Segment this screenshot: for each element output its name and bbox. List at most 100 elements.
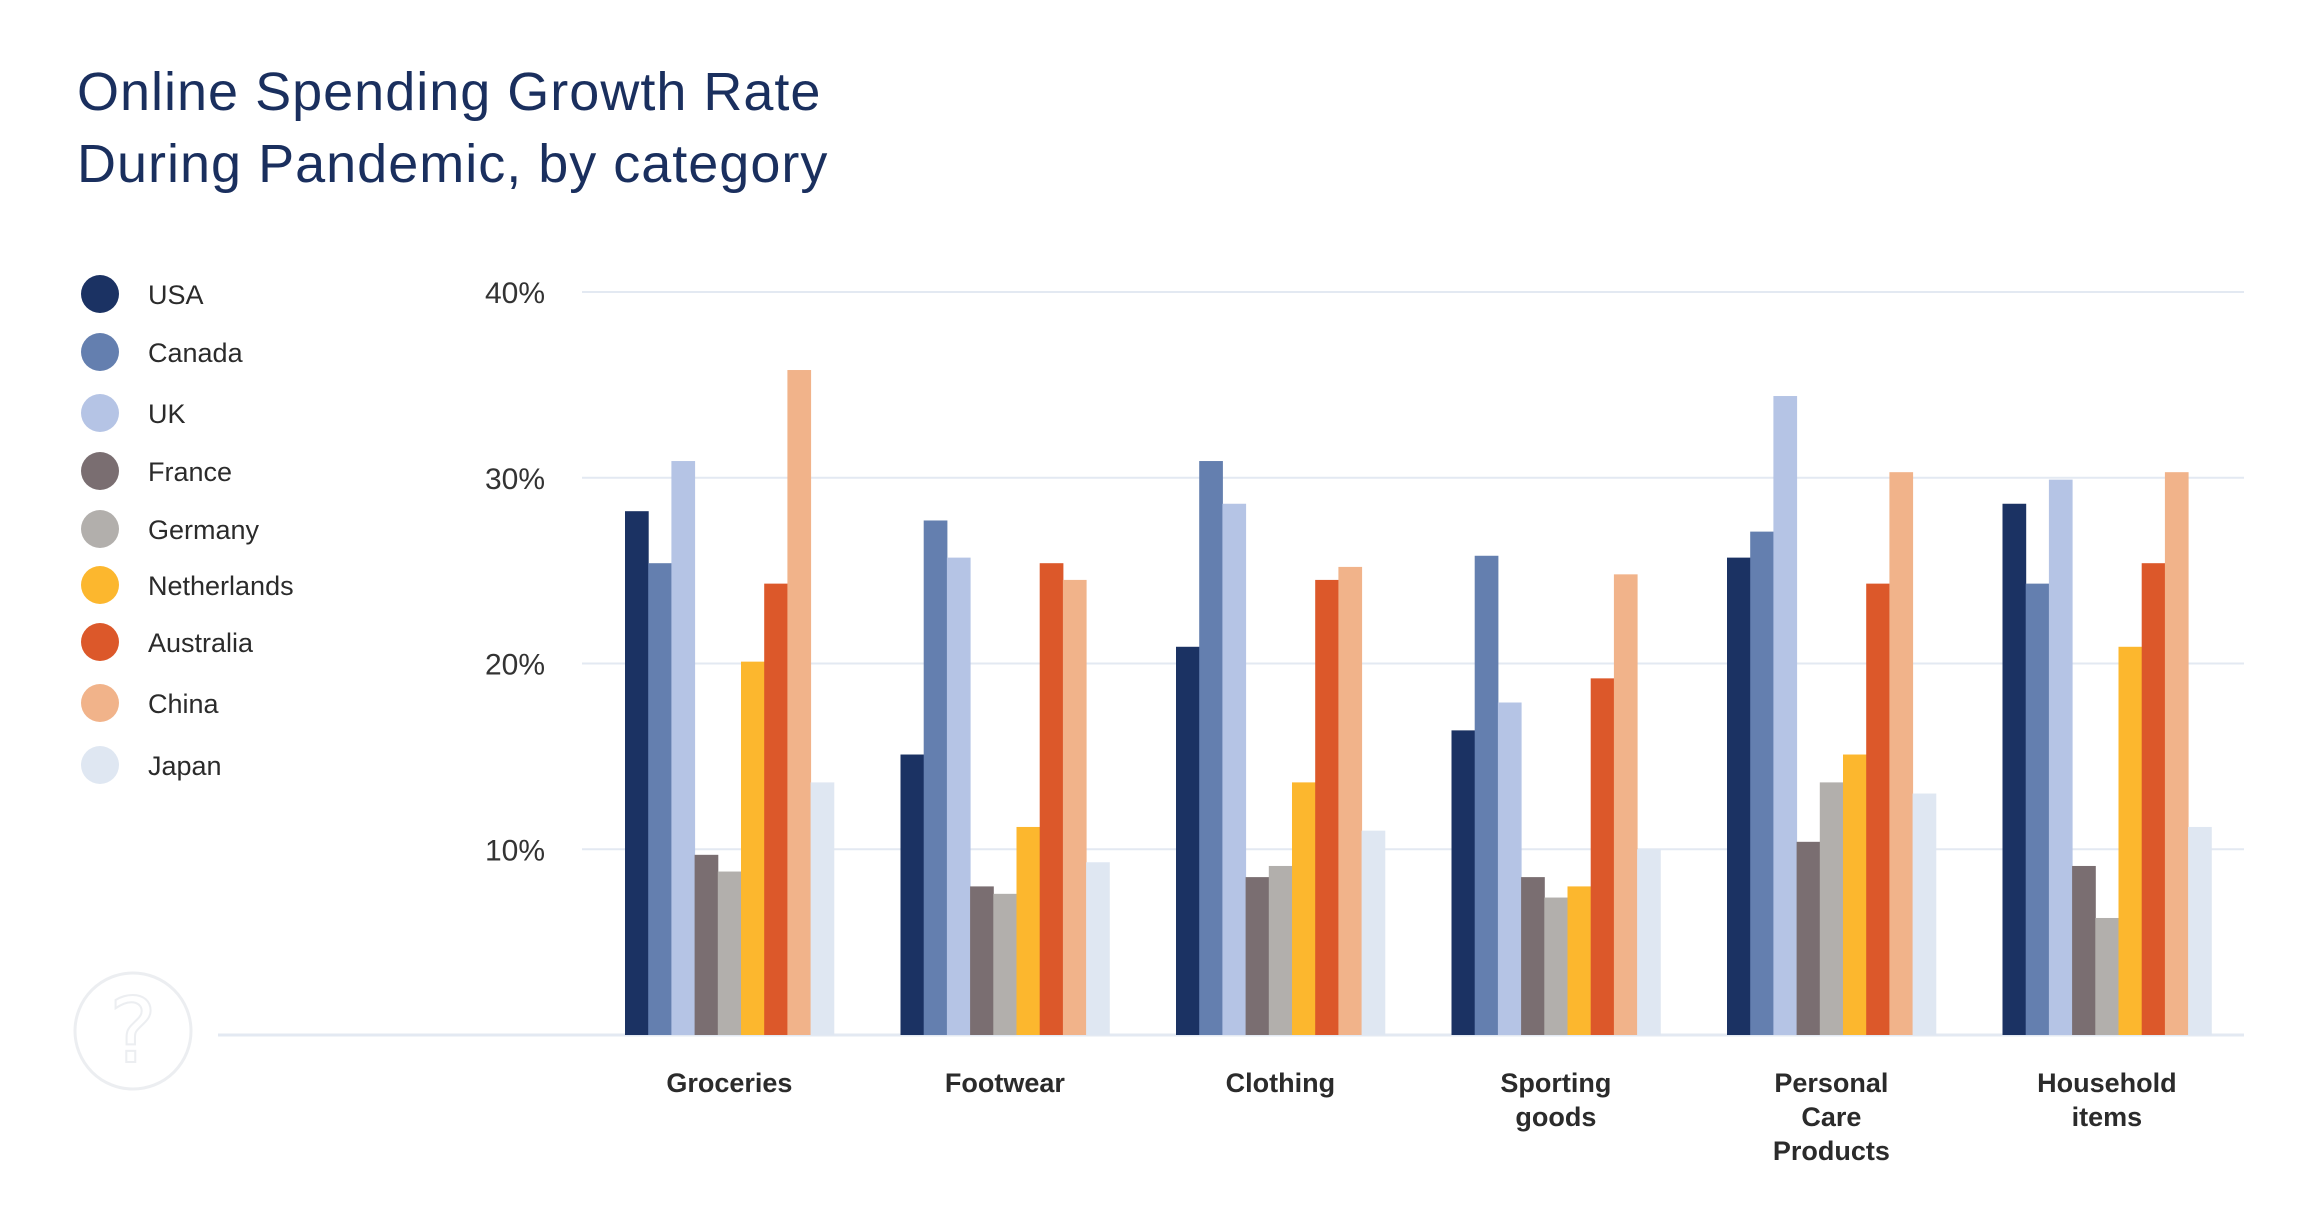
legend-label: Netherlands (148, 571, 294, 601)
bar (2164, 472, 2189, 1035)
legend-label: UK (148, 399, 186, 429)
legend-item: Canada (81, 333, 244, 371)
bar (1843, 754, 1867, 1035)
bar (1338, 566, 1363, 1035)
bar (1773, 396, 1798, 1035)
bar (741, 661, 765, 1035)
bar (1039, 563, 1064, 1035)
bar (1819, 782, 1844, 1035)
bar (1637, 849, 1661, 1035)
question-mark-circle-icon[interactable]: ? (73, 971, 193, 1091)
bar (1750, 531, 1774, 1035)
category-label: Sporting goods (1500, 1068, 1611, 1132)
legend-item: China (81, 684, 220, 722)
bar-group (1176, 461, 1386, 1036)
bar (2025, 583, 2050, 1035)
bar (2002, 503, 2027, 1035)
chart-title: Online Spending Growth Rate During Pande… (77, 62, 837, 194)
legend-item: Japan (81, 746, 222, 784)
legend: USA Canada UK France Germany Netherlands Austr… (81, 275, 294, 784)
category-labels: Groceries Footwear Clothing Sporting goods Pe… (666, 1068, 2176, 1166)
legend-label: Japan (148, 751, 222, 781)
bar (1268, 865, 1293, 1035)
legend-item: USA (81, 275, 204, 313)
bar (1521, 877, 1545, 1035)
bar (1292, 782, 1316, 1035)
bar (625, 511, 649, 1035)
bar (900, 754, 925, 1035)
legend-swatch (81, 394, 119, 432)
legend-item: France (81, 452, 232, 490)
bar (2095, 917, 2119, 1035)
bar (671, 461, 696, 1036)
legend-item: Australia (81, 623, 254, 661)
bar (2048, 479, 2073, 1035)
bar (2118, 646, 2143, 1035)
bar (648, 563, 672, 1035)
bar (1796, 841, 1821, 1035)
legend-item: Germany (81, 510, 260, 548)
bar (1086, 862, 1110, 1035)
bar (923, 520, 948, 1035)
legend-swatch (81, 333, 119, 371)
bar (2072, 865, 2096, 1035)
legend-swatch (81, 684, 119, 722)
legend-swatch (81, 452, 119, 490)
bar (1361, 830, 1386, 1035)
bar (1866, 583, 1890, 1035)
category-label: Clothing (1226, 1068, 1335, 1098)
gridlines: 10% 20% 30% 40% (218, 277, 2244, 1037)
bar (946, 557, 971, 1035)
legend-swatch (81, 746, 119, 784)
bar (1245, 877, 1270, 1035)
bars (625, 370, 2212, 1036)
y-tick-label: 30% (485, 463, 545, 496)
category-label: Groceries (666, 1068, 792, 1098)
svg-text:?: ? (109, 979, 157, 1084)
legend-swatch (81, 510, 119, 548)
bar (1176, 646, 1200, 1035)
legend-label: USA (148, 280, 204, 310)
legend-label: Australia (148, 628, 254, 658)
bar (1912, 793, 1937, 1035)
legend-item: Netherlands (81, 566, 294, 604)
bar (970, 886, 994, 1035)
bar (1474, 555, 1499, 1035)
bar (1222, 503, 1247, 1035)
bar (1451, 730, 1476, 1035)
category-label: Personal Care Products (1773, 1068, 1890, 1166)
bar (1016, 826, 1041, 1035)
bar-group (900, 520, 1110, 1035)
bar-group (625, 370, 835, 1036)
y-tick-label: 20% (485, 649, 545, 682)
bar-group (1727, 396, 1937, 1035)
legend-item: UK (81, 394, 186, 432)
bar (764, 583, 788, 1035)
bar (1590, 678, 1615, 1035)
category-label: Household items (2037, 1068, 2177, 1132)
bar (694, 854, 719, 1035)
bar-group (1451, 555, 1661, 1035)
bar (787, 370, 812, 1035)
bar (2141, 563, 2166, 1035)
bar (1497, 702, 1522, 1035)
legend-swatch (81, 275, 119, 313)
bar (1727, 557, 1751, 1035)
bar (1315, 579, 1339, 1035)
legend-label: Germany (148, 515, 260, 545)
bar (993, 893, 1017, 1035)
bar (1613, 574, 1638, 1035)
bar (1544, 897, 1568, 1035)
legend-label: Canada (148, 338, 244, 368)
legend-swatch (81, 623, 119, 661)
bar (810, 782, 835, 1035)
bar (1567, 886, 1592, 1035)
legend-swatch (81, 566, 119, 604)
bar (2188, 826, 2212, 1035)
category-label: Footwear (945, 1068, 1066, 1098)
bar (1062, 579, 1087, 1035)
bar (1889, 472, 1914, 1035)
legend-label: China (148, 689, 220, 719)
chart-title-line-1: Online Spending Growth Rate (77, 62, 821, 122)
